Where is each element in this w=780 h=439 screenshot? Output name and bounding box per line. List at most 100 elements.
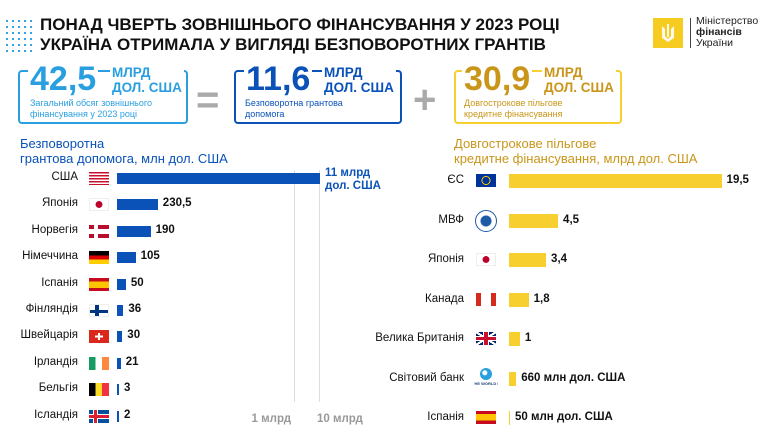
flag-spain-icon (89, 277, 109, 291)
grant-value-line: 30 (127, 329, 141, 342)
loan-value-label: 4,5 (563, 213, 580, 226)
grant-value-label: 105 (141, 250, 160, 263)
loans-unit-2: ДОЛ. США (544, 80, 614, 95)
grants-desc-1: Безповоротна грантова (245, 98, 343, 108)
grant-country-label: Німеччина (22, 250, 78, 263)
loan-value-label: 3,4 (551, 253, 568, 265)
grants-unit-2: ДОЛ. США (324, 80, 394, 95)
loan-bar (509, 292, 529, 307)
total-desc-1: Загальний обсяг зовнішнього (30, 98, 152, 108)
equals-sign: = (196, 78, 220, 122)
imf-logo-icon (475, 209, 497, 232)
page-title: ПОНАД ЧВЕРТЬ ЗОВНІШНЬОГО ФІНАНСУВАННЯ У … (40, 15, 560, 55)
flag-belgium-icon (89, 383, 109, 397)
ministry-name: Міністерство фінансів України (696, 16, 758, 49)
flag-eu-icon (476, 174, 496, 187)
grant-bar (117, 278, 126, 290)
grant-country-label: Бельгія (38, 382, 78, 395)
flag-norway-icon (89, 224, 109, 238)
total-unit-1: МЛРД (112, 65, 151, 80)
loan-lender-label: МВФ (438, 213, 464, 226)
grant-country-label: Іспанія (41, 276, 78, 289)
grant-value-line: 2 (124, 408, 131, 421)
grants-value: 11,6 (244, 60, 313, 98)
grants-unit-1: МЛРД (324, 65, 363, 80)
loan-bar (509, 371, 517, 386)
loan-value-label: 50 млн дол. США (515, 411, 613, 423)
grants-title-2: грантова допомога, млн дол. США (20, 151, 228, 166)
grant-value-label: 11 млрд дол. США (325, 167, 381, 193)
grant-bar (117, 331, 123, 343)
logo-divider (690, 18, 691, 48)
loans-value: 30,9 (462, 60, 533, 98)
grant-value-label: 21 (126, 356, 139, 369)
grant-bar (117, 357, 121, 369)
gridline-label-0: 1 млрд (251, 413, 291, 425)
loan-lender-label: Іспанія (427, 411, 464, 423)
grant-value-line: 3 (124, 382, 131, 395)
grant-value-label: 36 (128, 303, 141, 316)
grant-country-label: Фінляндія (25, 303, 78, 315)
loan-lender-label: Японія (427, 253, 464, 265)
gridline-label-1: 10 млрд (317, 413, 363, 425)
grant-value-line: 190 (155, 223, 175, 236)
flag-canada-icon (476, 292, 496, 306)
grant-value-label: 190 (156, 224, 175, 237)
grant-value-line: 11 млрд (325, 167, 371, 179)
grant-bar (117, 199, 158, 211)
loan-value-label: 660 млн дол. США (521, 371, 626, 384)
grant-value-label: 3 (124, 382, 130, 395)
loan-lender-label: Канада (425, 292, 464, 305)
flag-ireland-icon (89, 356, 109, 370)
flag-switzerland-icon (89, 330, 109, 344)
flag-spain-icon (476, 411, 496, 424)
grant-country-label: Ісландія (34, 408, 78, 421)
grants-box (234, 70, 402, 124)
grants-chart-title: Безповоротна грантова допомога, млн дол. … (20, 136, 228, 166)
grant-value-line: 21 (125, 355, 139, 368)
flag-finland-icon (89, 304, 109, 317)
grant-bar (117, 384, 119, 396)
grant-value-line: дол. США (325, 180, 381, 192)
grant-value-line: 105 (140, 250, 160, 263)
loans-chart-title: Довгострокове пільгове кредитне фінансува… (454, 136, 697, 166)
grant-value-line: 50 (130, 276, 144, 289)
grants-desc-2: допомога (245, 109, 285, 119)
flag-uk-icon (476, 332, 496, 345)
grant-country-label: Швейцарія (20, 329, 79, 342)
loan-lender-label: Світовий банк (389, 371, 464, 384)
title-line-2: УКРАЇНА ОТРИМАЛА У ВИГЛЯДІ БЕЗПОВОРОТНИХ… (40, 35, 546, 54)
gridline-1 (319, 170, 320, 402)
loan-value-label: 1 (524, 332, 532, 344)
plus-sign: + (413, 78, 437, 122)
grant-bar (117, 173, 321, 184)
grant-value-label: 230,5 (163, 197, 192, 210)
loan-lender-label: ЄС (447, 174, 464, 186)
grant-value-label: 2 (124, 409, 130, 422)
grants-title-1: Безповоротна (20, 136, 105, 151)
flag-japan-icon (476, 253, 496, 266)
total-box (18, 70, 188, 124)
flag-japan-icon (89, 198, 109, 212)
grant-value-label: 30 (127, 329, 140, 342)
loan-bar (509, 411, 510, 425)
loan-bar (509, 213, 559, 228)
loan-bar (509, 174, 722, 188)
loan-bar (509, 253, 547, 267)
flag-iceland-icon (89, 409, 109, 423)
trident-logo-icon (653, 18, 683, 48)
logo-line-1: Міністерство (696, 15, 759, 27)
flag-usa-icon (89, 172, 109, 185)
loan-value-label: 1,8 (533, 292, 550, 305)
loans-title-1: Довгострокове пільгове (454, 136, 597, 151)
loan-lender-label: Велика Британія (375, 332, 464, 344)
grant-value-line: 230,5 (162, 197, 192, 210)
world-bank-text: THE WORLD BANK (474, 380, 498, 386)
loans-desc-1: Довгострокове пільгове (464, 98, 563, 108)
loan-value-label: 19,5 (726, 174, 749, 186)
decorative-dots (4, 18, 34, 52)
loans-title-2: кредитне фінансування, млрд дол. США (454, 151, 698, 166)
total-desc-2: фінансування у 2023 році (30, 109, 138, 119)
grant-country-label: Норвегія (31, 223, 78, 236)
world-bank-globe-icon (480, 367, 492, 380)
